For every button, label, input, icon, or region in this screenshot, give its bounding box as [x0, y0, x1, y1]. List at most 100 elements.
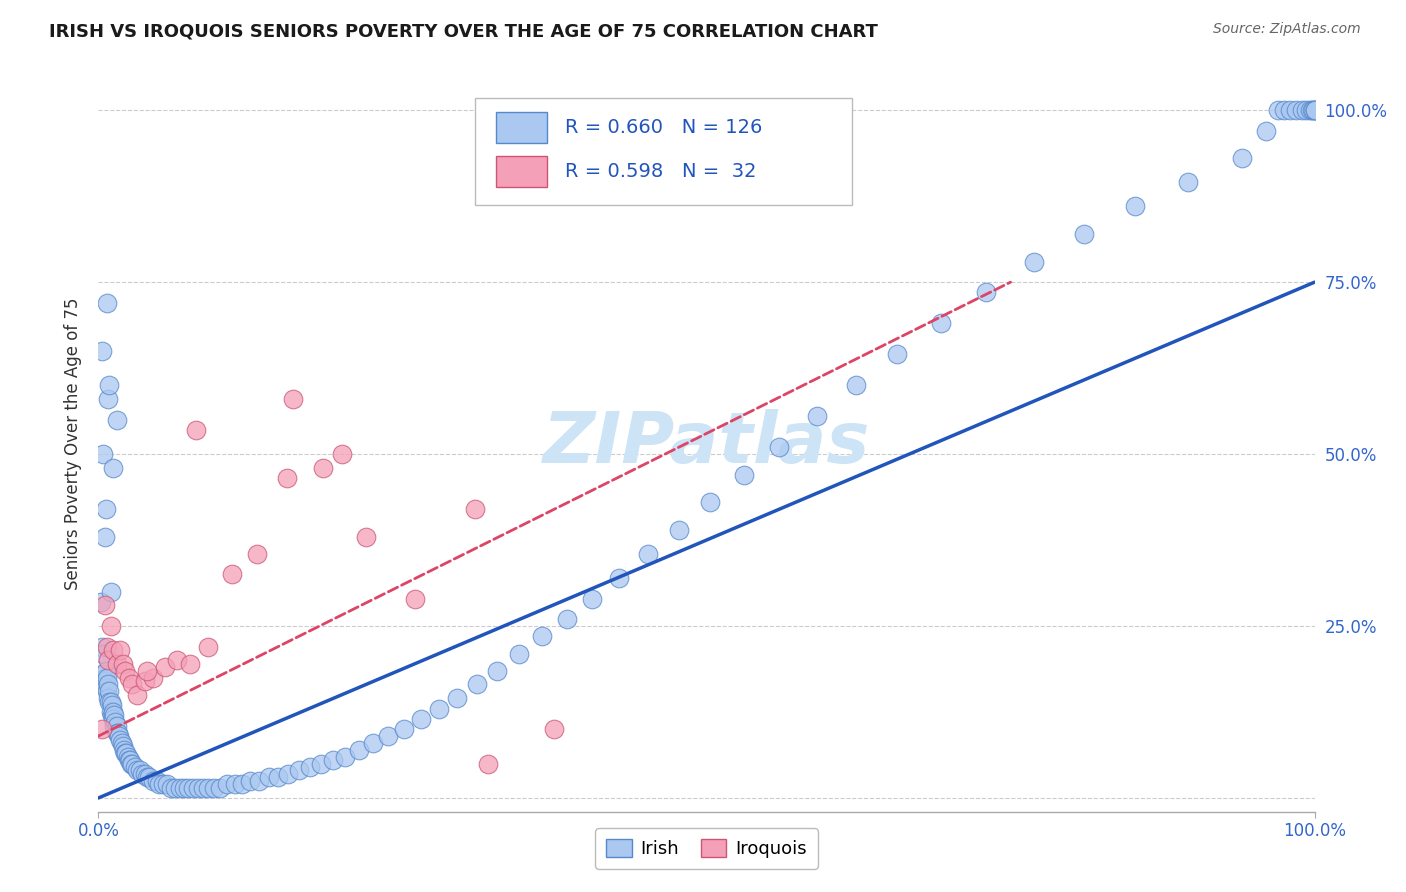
- Point: [231, 777, 253, 791]
- Point: [93, 674, 115, 689]
- Point: [101, 643, 124, 657]
- Point: [197, 640, 219, 654]
- Point: [101, 712, 124, 726]
- Point: [134, 674, 156, 689]
- Point: [121, 677, 143, 691]
- Point: [543, 722, 565, 736]
- Point: [94, 681, 117, 695]
- Point: [103, 708, 125, 723]
- Point: [555, 612, 578, 626]
- Point: [100, 619, 122, 633]
- Point: [477, 756, 499, 771]
- Point: [96, 640, 118, 654]
- Point: [508, 647, 530, 661]
- Point: [138, 770, 160, 784]
- Point: [427, 701, 450, 715]
- Point: [464, 502, 486, 516]
- Point: [1295, 103, 1317, 118]
- Text: ZIPatlas: ZIPatlas: [543, 409, 870, 478]
- Point: [257, 770, 280, 784]
- Point: [91, 647, 114, 661]
- Point: [101, 460, 124, 475]
- Point: [1177, 176, 1199, 190]
- Point: [98, 684, 121, 698]
- Point: [101, 705, 124, 719]
- Point: [404, 591, 426, 606]
- Point: [114, 664, 136, 678]
- Point: [90, 595, 112, 609]
- Point: [607, 571, 630, 585]
- Point: [1272, 103, 1295, 118]
- Point: [202, 780, 225, 795]
- Point: [118, 753, 141, 767]
- Point: [97, 392, 120, 406]
- Point: [267, 770, 290, 784]
- Point: [152, 777, 174, 791]
- Point: [322, 753, 344, 767]
- Point: [187, 780, 209, 795]
- Point: [131, 767, 153, 781]
- Point: [299, 760, 322, 774]
- Point: [118, 753, 141, 767]
- Point: [93, 671, 115, 685]
- Point: [806, 409, 828, 424]
- FancyBboxPatch shape: [475, 98, 852, 204]
- Point: [96, 671, 118, 685]
- Point: [110, 736, 132, 750]
- Point: [104, 715, 127, 730]
- Point: [217, 777, 239, 791]
- Point: [100, 584, 122, 599]
- Point: [142, 671, 165, 685]
- Point: [221, 567, 243, 582]
- Point: [637, 547, 659, 561]
- Point: [97, 677, 120, 691]
- Point: [105, 719, 128, 733]
- Point: [111, 739, 134, 754]
- Point: [136, 770, 159, 784]
- Point: [347, 743, 370, 757]
- Point: [377, 729, 399, 743]
- Point: [845, 378, 868, 392]
- Point: [136, 664, 159, 678]
- Text: R = 0.660   N = 126: R = 0.660 N = 126: [565, 118, 763, 136]
- Point: [1123, 199, 1146, 213]
- Point: [1254, 124, 1277, 138]
- Point: [146, 773, 169, 788]
- Point: [245, 547, 267, 561]
- Point: [465, 677, 488, 691]
- Point: [173, 780, 195, 795]
- Point: [96, 684, 118, 698]
- Point: [668, 523, 690, 537]
- Point: [98, 695, 121, 709]
- Point: [392, 722, 415, 736]
- Point: [354, 530, 377, 544]
- Point: [110, 732, 132, 747]
- Point: [1279, 103, 1302, 118]
- Point: [699, 495, 721, 509]
- Point: [179, 657, 201, 671]
- Point: [886, 347, 908, 361]
- Point: [184, 423, 207, 437]
- Text: R = 0.598   N =  32: R = 0.598 N = 32: [565, 162, 756, 181]
- Point: [446, 691, 468, 706]
- Point: [112, 743, 135, 757]
- Point: [733, 467, 755, 482]
- Point: [1230, 152, 1253, 166]
- Point: [166, 653, 188, 667]
- Point: [91, 447, 114, 461]
- Point: [312, 460, 335, 475]
- Point: [128, 764, 150, 778]
- Point: [91, 640, 114, 654]
- Point: [1073, 227, 1095, 241]
- Text: Source: ZipAtlas.com: Source: ZipAtlas.com: [1213, 22, 1361, 37]
- Point: [127, 688, 149, 702]
- Text: IRISH VS IROQUOIS SENIORS POVERTY OVER THE AGE OF 75 CORRELATION CHART: IRISH VS IROQUOIS SENIORS POVERTY OVER T…: [49, 22, 879, 40]
- Point: [97, 653, 120, 667]
- Point: [330, 447, 353, 461]
- Point: [98, 378, 121, 392]
- Point: [94, 502, 117, 516]
- Point: [1022, 254, 1045, 268]
- Point: [531, 629, 554, 643]
- Point: [118, 671, 141, 685]
- Point: [107, 725, 129, 739]
